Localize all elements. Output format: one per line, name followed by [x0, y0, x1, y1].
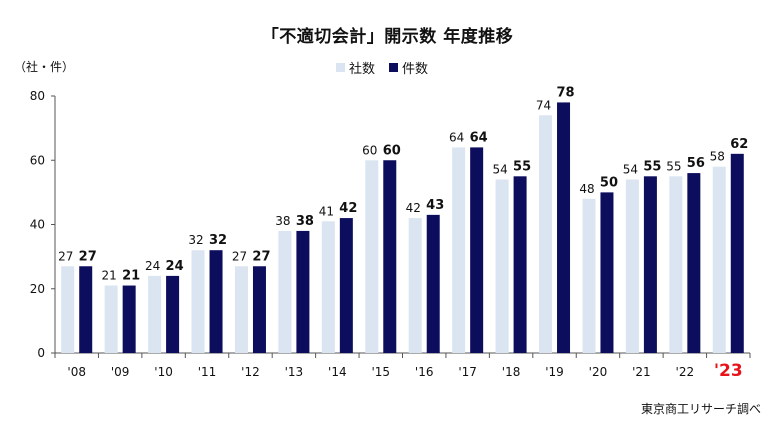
- x-tick-label: '20: [589, 365, 608, 379]
- x-tick-label: '09: [111, 365, 130, 379]
- data-label-companies: 55: [666, 159, 681, 173]
- data-label-cases: 55: [643, 159, 661, 174]
- data-label-companies: 74: [536, 98, 551, 112]
- bar-companies: [148, 275, 162, 353]
- y-tick-label: 40: [30, 218, 45, 232]
- x-tick-label: '19: [545, 365, 564, 379]
- data-label-cases: 21: [122, 269, 140, 284]
- x-tick-label: '16: [415, 365, 434, 379]
- bar-cases: [426, 214, 440, 353]
- bar-companies: [712, 166, 726, 353]
- bar-companies: [539, 115, 553, 354]
- x-tick-label: '21: [632, 365, 651, 379]
- legend-item-cases: 件数: [389, 58, 428, 77]
- bar-cases: [513, 176, 527, 353]
- legend-label-companies: 社数: [349, 62, 376, 77]
- data-label-companies: 24: [145, 259, 160, 273]
- data-label-companies: 27: [232, 249, 247, 263]
- y-axis-unit-label: （社・件）: [14, 60, 75, 74]
- bar-companies: [669, 176, 683, 353]
- data-label-companies: 38: [275, 214, 290, 228]
- bar-companies: [191, 250, 205, 353]
- data-label-cases: 27: [252, 249, 270, 264]
- data-label-cases: 78: [556, 85, 574, 100]
- data-label-companies: 27: [58, 249, 73, 263]
- data-label-cases: 27: [79, 249, 97, 264]
- data-label-cases: 56: [687, 156, 705, 171]
- y-tick-label: 80: [30, 89, 45, 103]
- data-label-cases: 50: [600, 175, 618, 190]
- bar-cases: [252, 266, 266, 353]
- data-label-companies: 64: [449, 130, 464, 144]
- bar-cases: [600, 192, 614, 353]
- x-tick-label: '23: [714, 361, 743, 381]
- data-label-companies: 54: [492, 163, 507, 177]
- x-tick-label: '22: [676, 365, 695, 379]
- bar-cases: [383, 160, 397, 353]
- bar-cases: [470, 147, 484, 353]
- y-tick-label: 60: [30, 153, 45, 167]
- data-label-cases: 64: [470, 130, 488, 145]
- bar-companies: [234, 266, 248, 353]
- data-label-companies: 21: [102, 269, 117, 283]
- data-label-cases: 38: [296, 214, 314, 229]
- data-label-companies: 42: [406, 201, 421, 215]
- x-tick-label: '13: [285, 365, 304, 379]
- data-label-companies: 48: [579, 182, 594, 196]
- x-tick-label: '10: [154, 365, 173, 379]
- x-tick-label: '08: [67, 365, 86, 379]
- data-label-companies: 41: [319, 204, 334, 218]
- data-label-companies: 32: [188, 233, 203, 247]
- bar-cases: [209, 250, 223, 353]
- x-tick-label: '12: [241, 365, 260, 379]
- x-tick-label: '17: [458, 365, 477, 379]
- data-label-cases: 42: [339, 201, 357, 216]
- data-label-cases: 55: [513, 159, 531, 174]
- data-label-cases: 60: [383, 143, 401, 158]
- bar-companies: [495, 179, 509, 353]
- bar-companies: [321, 221, 335, 353]
- data-label-cases: 62: [730, 137, 748, 152]
- bar-companies: [61, 266, 75, 353]
- bar-cases: [687, 173, 701, 353]
- bar-companies: [278, 230, 292, 353]
- legend-item-companies: 社数: [336, 58, 375, 77]
- data-label-companies: 60: [362, 143, 377, 157]
- bar-companies: [625, 179, 639, 353]
- bar-cases: [296, 230, 310, 353]
- x-tick-label: '14: [328, 365, 347, 379]
- source-note: 東京商工リサーチ調べ: [640, 402, 761, 416]
- y-tick-label: 20: [30, 282, 45, 296]
- bar-companies: [582, 198, 596, 353]
- data-label-cases: 24: [166, 259, 184, 274]
- legend-swatch-cases: [389, 63, 399, 72]
- data-label-companies: 54: [623, 163, 638, 177]
- bar-cases: [166, 275, 180, 353]
- legend-swatch-companies: [336, 63, 345, 72]
- data-label-companies: 58: [710, 150, 725, 164]
- bar-companies: [104, 285, 118, 353]
- x-tick-label: '15: [371, 365, 390, 379]
- bar-companies: [408, 218, 422, 353]
- bar-cases: [557, 102, 571, 353]
- x-tick-label: '18: [502, 365, 521, 379]
- legend: 社数 件数: [336, 58, 442, 77]
- data-label-cases: 43: [426, 198, 444, 213]
- bar-cases: [643, 176, 657, 353]
- bar-cases: [339, 218, 353, 353]
- chart-title: 「不適切会計」開示数 年度推移: [261, 27, 514, 47]
- bar-cases: [79, 266, 93, 353]
- data-label-cases: 32: [209, 233, 227, 248]
- bar-companies: [452, 147, 466, 353]
- bar-companies: [365, 160, 379, 353]
- bar-cases: [730, 153, 744, 353]
- bar-cases: [122, 285, 136, 353]
- legend-label-cases: 件数: [402, 62, 429, 77]
- x-tick-label: '11: [198, 365, 217, 379]
- y-tick-label: 0: [37, 346, 45, 360]
